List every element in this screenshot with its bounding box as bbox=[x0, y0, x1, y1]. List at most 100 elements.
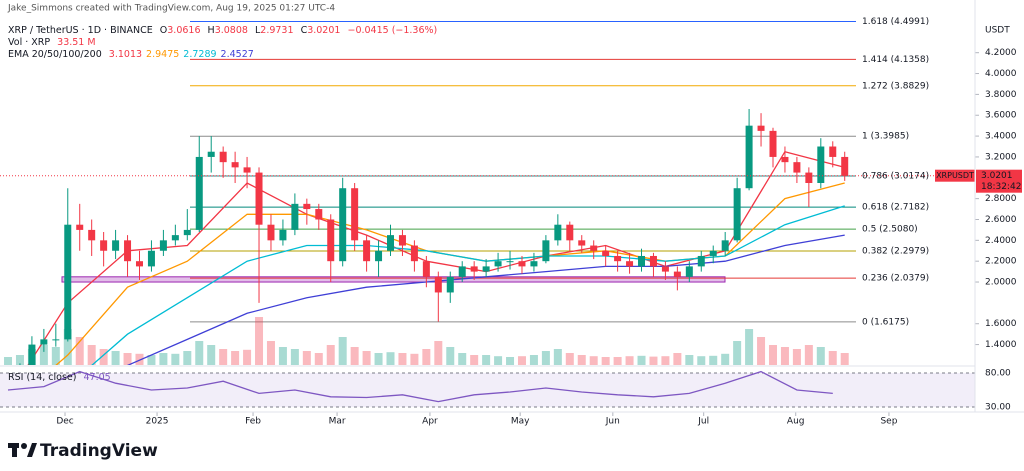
y-tick-label: 1.4000 bbox=[985, 340, 1017, 350]
volume-bar bbox=[410, 353, 419, 365]
logo-mark bbox=[21, 443, 27, 449]
candle-body bbox=[458, 266, 466, 277]
candle-body bbox=[40, 339, 48, 345]
volume-bar bbox=[768, 345, 777, 365]
volume-bar bbox=[828, 351, 837, 365]
volume-bar bbox=[541, 351, 550, 365]
brand: TradingView bbox=[40, 441, 158, 461]
candle-body bbox=[614, 255, 622, 262]
candle-body bbox=[88, 229, 96, 241]
ohlc-value: 3.0201 bbox=[307, 25, 340, 36]
volume-bar bbox=[840, 353, 849, 365]
candle-body bbox=[434, 276, 442, 293]
volume-bar bbox=[494, 356, 503, 365]
volume-bar bbox=[195, 341, 204, 365]
candle-body bbox=[841, 156, 849, 176]
candle-body bbox=[554, 224, 562, 241]
candle-body bbox=[28, 344, 36, 365]
volume-bar bbox=[63, 329, 72, 365]
candle-body bbox=[709, 250, 717, 256]
y-tick-label: 3.6000 bbox=[985, 111, 1017, 121]
volume-bar bbox=[661, 356, 670, 365]
fib-label: 1.272 (3.8829) bbox=[862, 81, 929, 91]
candle-body bbox=[291, 203, 299, 230]
volume-bar bbox=[350, 347, 359, 365]
rsi-tick-label: 80.00 bbox=[985, 369, 1011, 379]
candle-body bbox=[183, 229, 191, 236]
fib-label: 1 (3.3985) bbox=[862, 132, 909, 142]
volume-bar bbox=[601, 357, 610, 365]
line-series bbox=[91, 205, 845, 365]
volume-bar bbox=[147, 355, 156, 365]
volume-bar bbox=[314, 353, 323, 365]
x-tick-label: Feb bbox=[245, 417, 261, 427]
y-tick-label: 3.4000 bbox=[985, 132, 1017, 142]
rsi-line: RSI (14, close) 47.05 bbox=[8, 372, 111, 383]
x-tick-label: Jul bbox=[697, 417, 709, 427]
ema-value: 2.4527 bbox=[221, 49, 254, 60]
candle-body bbox=[566, 224, 574, 241]
candle-body bbox=[124, 240, 132, 262]
candle-body bbox=[267, 224, 275, 241]
volume-bar bbox=[290, 349, 299, 365]
y-tick-label: 4.2000 bbox=[985, 48, 1017, 58]
candle-body bbox=[64, 224, 72, 340]
volume-bar bbox=[15, 355, 24, 365]
volume-bar bbox=[637, 355, 646, 365]
fib-label: 0.382 (2.2979) bbox=[862, 246, 929, 256]
volume-bar bbox=[565, 353, 574, 365]
candle-body bbox=[769, 130, 777, 157]
rsi-band bbox=[0, 373, 975, 408]
volume-bar bbox=[422, 349, 431, 365]
volume-bar bbox=[517, 356, 526, 365]
candle-body bbox=[363, 240, 371, 262]
candle-body bbox=[339, 188, 347, 262]
volume-bar bbox=[255, 317, 264, 365]
candle-body bbox=[159, 240, 167, 251]
candle-body bbox=[76, 224, 84, 230]
volume-bar bbox=[111, 351, 120, 365]
candle-body bbox=[410, 245, 418, 262]
rsi-pane bbox=[0, 370, 975, 408]
y-tick-label: 2.0000 bbox=[985, 278, 1017, 288]
volume-bar bbox=[673, 353, 682, 365]
candle-body bbox=[793, 162, 801, 173]
candle-body bbox=[351, 188, 359, 241]
ema-value: 2.7289 bbox=[183, 49, 216, 60]
candle-body bbox=[649, 255, 657, 267]
volume-bar bbox=[362, 351, 371, 365]
candle-body bbox=[446, 276, 454, 293]
candle-body bbox=[578, 240, 586, 246]
candle-body bbox=[398, 235, 406, 246]
volume-bar bbox=[506, 357, 515, 365]
volume-bar bbox=[99, 349, 108, 365]
candle-body bbox=[243, 167, 251, 173]
candle-body bbox=[387, 235, 395, 251]
candle-body bbox=[602, 250, 610, 256]
volume-bar bbox=[613, 357, 622, 365]
volume-bar bbox=[171, 353, 180, 365]
candle-body bbox=[279, 229, 287, 241]
candle-body bbox=[327, 219, 335, 262]
volume-bar bbox=[733, 341, 742, 365]
volume-bar bbox=[721, 353, 730, 365]
volume-bar bbox=[697, 356, 706, 365]
ohlc-value: 2.9731 bbox=[260, 25, 293, 36]
change: −0.0415 (−1.36%) bbox=[347, 25, 437, 36]
y-tick-label: 3.2000 bbox=[985, 152, 1017, 162]
candle-body bbox=[231, 162, 239, 168]
volume-bar bbox=[338, 337, 347, 365]
candle-body bbox=[781, 156, 789, 163]
volume-bar bbox=[625, 356, 634, 365]
ohlc-key: C bbox=[301, 25, 308, 36]
ohlc-key: L bbox=[255, 25, 261, 36]
volume-bar bbox=[398, 353, 407, 365]
volume-bar bbox=[745, 329, 754, 365]
line-series bbox=[7, 370, 833, 403]
y-tick-label: 2.6000 bbox=[985, 215, 1017, 225]
x-tick-label: Dec bbox=[56, 417, 73, 427]
candle-body bbox=[195, 156, 203, 230]
candle-body bbox=[829, 146, 837, 157]
